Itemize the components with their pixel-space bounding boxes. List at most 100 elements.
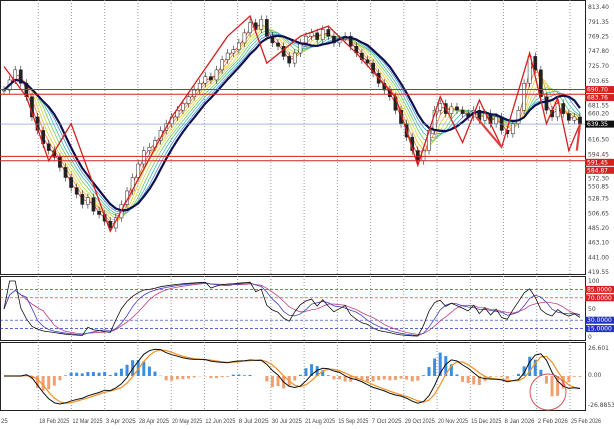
- candle: [555, 103, 560, 118]
- macd-histogram-bar: [544, 376, 548, 384]
- candle: [304, 35, 308, 44]
- zigzag-line: [3, 14, 581, 233]
- macd-histogram-bar: [572, 376, 576, 377]
- candle: [80, 194, 85, 205]
- macd-histogram-bar: [343, 376, 347, 382]
- macd-histogram-bar: [421, 375, 425, 376]
- macd-histogram-bar: [360, 376, 364, 380]
- y-tick-label: 441.00: [588, 255, 609, 262]
- osc-level-label: 30.0000: [587, 317, 612, 324]
- panel-frame-0: [0, 0, 586, 275]
- osc-level-bg: [585, 294, 614, 302]
- candle: [97, 210, 101, 215]
- macd-histogram-bar: [226, 376, 230, 377]
- macd-histogram-bar: [533, 359, 537, 376]
- y-tick-label: 485.20: [588, 225, 609, 232]
- candle: [58, 157, 62, 168]
- y-tick-label: 528.75: [588, 196, 609, 203]
- y-tick-label: 572.30: [588, 175, 609, 182]
- macd-histogram-bar: [399, 376, 403, 379]
- macd-histogram-bar: [338, 376, 342, 380]
- macd-histogram-bar: [114, 372, 118, 376]
- macd-histogram-bar: [500, 376, 504, 378]
- macd-histogram-bar: [393, 376, 397, 380]
- candle: [348, 35, 353, 47]
- x-tick-label: 15 Dec 2025: [471, 419, 502, 425]
- macd-histogram-bar: [175, 376, 179, 380]
- macd-histogram-bar: [539, 369, 543, 376]
- x-tick-label: 30 Jul 2025: [272, 419, 303, 425]
- x-tick-label: 8 Jan 2026: [505, 419, 536, 425]
- y-tick-label: 660.20: [588, 111, 609, 118]
- macd-histogram-bar: [91, 372, 95, 376]
- y-tick-label: 791.35: [588, 19, 609, 26]
- candle: [231, 49, 236, 54]
- candle: [108, 220, 113, 229]
- candle: [371, 62, 375, 74]
- macd-histogram-bar: [315, 366, 319, 376]
- macd-signal-line: [4, 349, 581, 404]
- candle: [63, 167, 68, 178]
- x-tick-label: 29 Oct 2025: [405, 419, 436, 425]
- trend-arrow: [475, 116, 503, 148]
- candle: [438, 103, 443, 111]
- candle: [544, 96, 549, 111]
- candle: [460, 109, 465, 114]
- candle: [566, 113, 571, 121]
- level-label: 690.70: [587, 87, 608, 94]
- y-tick-label: 681.55: [588, 103, 609, 110]
- candle: [192, 89, 196, 98]
- macd-histogram-bar: [215, 376, 219, 379]
- macd-histogram-bar: [153, 371, 157, 376]
- x-tick-label: 25 Feb 2026: [571, 419, 602, 425]
- candle: [276, 42, 280, 47]
- macd-histogram-bar: [103, 371, 107, 376]
- macd-histogram-bar: [371, 376, 375, 382]
- macd-histogram-bar: [136, 360, 140, 376]
- macd-histogram-bar: [410, 376, 414, 382]
- macd-histogram-bar: [550, 376, 554, 397]
- candle: [326, 29, 331, 37]
- macd-histogram-bar: [522, 366, 526, 376]
- macd-histogram-bar: [528, 356, 532, 376]
- candle: [18, 69, 23, 84]
- macd-histogram-bar: [427, 367, 431, 376]
- level-label: 683.76: [587, 95, 608, 102]
- candle: [511, 123, 515, 135]
- macd-histogram-bar: [455, 374, 459, 376]
- y-tick-label: 747.80: [588, 48, 609, 55]
- macd-histogram-bar: [382, 376, 386, 380]
- x-tick-label: 12 Jun 2025: [205, 419, 236, 425]
- y-tick-label: 813.40: [588, 4, 609, 11]
- x-tick-label: 8 Jul 2025: [239, 419, 270, 425]
- macd-histogram-bar: [47, 376, 51, 390]
- candle: [572, 116, 577, 121]
- x-tick-label: 3 Apr 2025: [106, 419, 137, 425]
- x-tick-label: 28 Apr 2025: [139, 419, 170, 425]
- level-label-bg: [585, 94, 614, 102]
- macd-histogram-bar: [142, 361, 146, 376]
- candle: [248, 22, 252, 34]
- candle: [136, 163, 141, 178]
- candle: [225, 52, 230, 61]
- candle: [141, 150, 146, 165]
- current-price-label: 639.35: [587, 121, 608, 128]
- macd-histogram-bar: [578, 376, 582, 377]
- candle: [147, 146, 152, 151]
- macd-histogram-bar: [477, 376, 481, 386]
- level-label: 591.45: [587, 159, 608, 166]
- osc-level-bg: [585, 316, 614, 324]
- candle: [209, 76, 213, 81]
- macd-histogram-bar: [237, 374, 241, 376]
- x-tick-label: 25: [1, 419, 8, 425]
- macd-histogram-bar: [36, 376, 40, 388]
- macd-histogram-bar: [75, 372, 79, 376]
- macd-histogram-bar: [147, 366, 151, 376]
- osc-tick-label: 50: [588, 306, 596, 313]
- macd-histogram-bar: [405, 376, 409, 380]
- macd-histogram-bar: [170, 376, 174, 381]
- candle: [91, 197, 96, 212]
- candle: [69, 177, 73, 188]
- candle: [539, 69, 543, 98]
